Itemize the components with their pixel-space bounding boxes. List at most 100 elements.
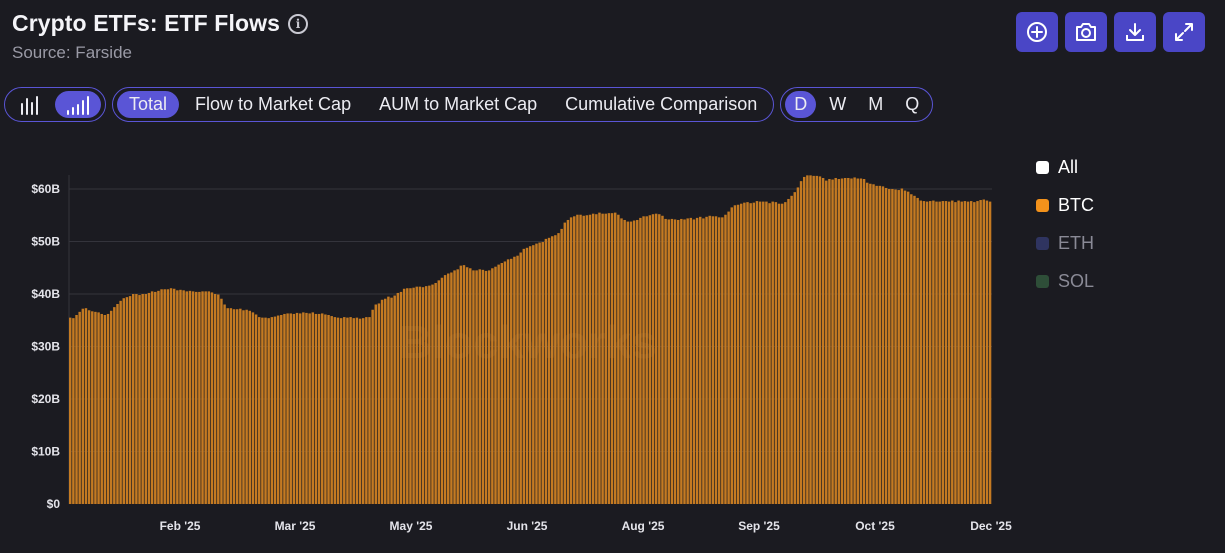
legend-item-all[interactable]: All [1036, 148, 1094, 186]
bar[interactable] [906, 191, 910, 505]
bar[interactable] [869, 183, 872, 504]
bar[interactable] [305, 312, 308, 504]
bar[interactable] [528, 246, 532, 504]
bar[interactable] [336, 317, 340, 505]
bar[interactable] [774, 202, 778, 505]
bar[interactable] [932, 200, 935, 505]
bar[interactable] [217, 294, 220, 504]
bar[interactable] [365, 317, 368, 504]
bar[interactable] [954, 202, 957, 505]
bar[interactable] [711, 216, 715, 505]
bar[interactable] [815, 175, 819, 505]
bar[interactable] [765, 201, 768, 504]
bar[interactable] [708, 215, 711, 504]
bar[interactable] [717, 217, 721, 504]
bar[interactable] [138, 295, 141, 504]
bar[interactable] [623, 219, 626, 504]
bar[interactable] [475, 270, 478, 505]
bar[interactable] [94, 311, 97, 504]
bar[interactable] [387, 296, 390, 505]
bar[interactable] [258, 317, 261, 504]
bar[interactable] [856, 178, 859, 505]
bar[interactable] [100, 313, 103, 504]
bar[interactable] [261, 317, 264, 505]
bar[interactable] [554, 235, 557, 504]
bar[interactable] [497, 264, 500, 504]
bar[interactable] [847, 177, 850, 505]
bar[interactable] [793, 192, 796, 504]
bar[interactable] [525, 247, 529, 505]
bar[interactable] [418, 286, 422, 504]
bar[interactable] [116, 303, 119, 504]
bar[interactable] [519, 252, 522, 504]
bar[interactable] [825, 180, 828, 504]
bar[interactable] [957, 200, 960, 505]
bar[interactable] [651, 214, 655, 504]
bar[interactable] [938, 201, 941, 504]
bar[interactable] [862, 179, 866, 504]
bar[interactable] [843, 177, 847, 505]
bar[interactable] [910, 194, 913, 504]
bar[interactable] [535, 243, 538, 504]
bar[interactable] [831, 179, 834, 505]
bar[interactable] [654, 213, 658, 504]
download-button[interactable] [1114, 12, 1156, 52]
bar[interactable] [346, 317, 349, 505]
interval-quarter[interactable]: Q [905, 94, 920, 114]
interval-month[interactable]: M [868, 94, 884, 114]
bar[interactable] [969, 201, 973, 504]
bar[interactable] [979, 200, 982, 504]
tab-cumulative-comparison[interactable]: Cumulative Comparison [565, 94, 758, 114]
bar[interactable] [302, 312, 305, 505]
bar[interactable] [727, 211, 730, 504]
bar[interactable] [484, 270, 488, 504]
bar[interactable] [384, 298, 387, 504]
bar[interactable] [601, 213, 604, 504]
bar[interactable] [610, 213, 614, 504]
bar[interactable] [705, 216, 708, 504]
bar[interactable] [393, 295, 396, 504]
bar[interactable] [629, 221, 633, 505]
bar[interactable] [834, 177, 837, 505]
legend-item-btc[interactable]: BTC [1036, 186, 1094, 224]
bar[interactable] [951, 200, 954, 505]
bar[interactable] [371, 309, 374, 504]
bar[interactable] [368, 317, 371, 504]
bar[interactable] [273, 316, 277, 504]
bar[interactable] [837, 179, 841, 504]
bar[interactable] [787, 198, 790, 504]
bar[interactable] [144, 294, 148, 504]
bar[interactable] [103, 315, 107, 504]
bar[interactable] [349, 317, 352, 504]
bar[interactable] [494, 266, 497, 504]
bar[interactable] [547, 237, 551, 504]
bar[interactable] [358, 318, 362, 504]
bar[interactable] [541, 242, 544, 504]
bar[interactable] [390, 297, 393, 504]
bar[interactable] [220, 298, 223, 504]
bar[interactable] [229, 308, 233, 504]
bar[interactable] [897, 190, 900, 505]
bar[interactable] [762, 201, 765, 504]
interval-week[interactable]: W [829, 94, 847, 114]
bar[interactable] [591, 213, 595, 504]
bar[interactable] [327, 315, 330, 504]
bar[interactable] [128, 296, 132, 504]
bar[interactable] [988, 201, 992, 504]
bar[interactable] [198, 291, 201, 504]
bar[interactable] [859, 178, 863, 505]
bar[interactable] [472, 270, 475, 505]
bar[interactable] [428, 285, 431, 504]
tab-total[interactable]: Total [117, 91, 180, 118]
bar[interactable] [286, 313, 289, 504]
bar[interactable] [796, 187, 800, 504]
bar[interactable] [443, 275, 447, 504]
bar[interactable] [513, 256, 516, 504]
bar[interactable] [686, 218, 689, 504]
bar[interactable] [424, 286, 428, 505]
bar[interactable] [280, 315, 283, 504]
bar[interactable] [724, 214, 727, 505]
bar[interactable] [434, 282, 437, 504]
bar[interactable] [768, 203, 771, 504]
bar[interactable] [232, 309, 236, 504]
